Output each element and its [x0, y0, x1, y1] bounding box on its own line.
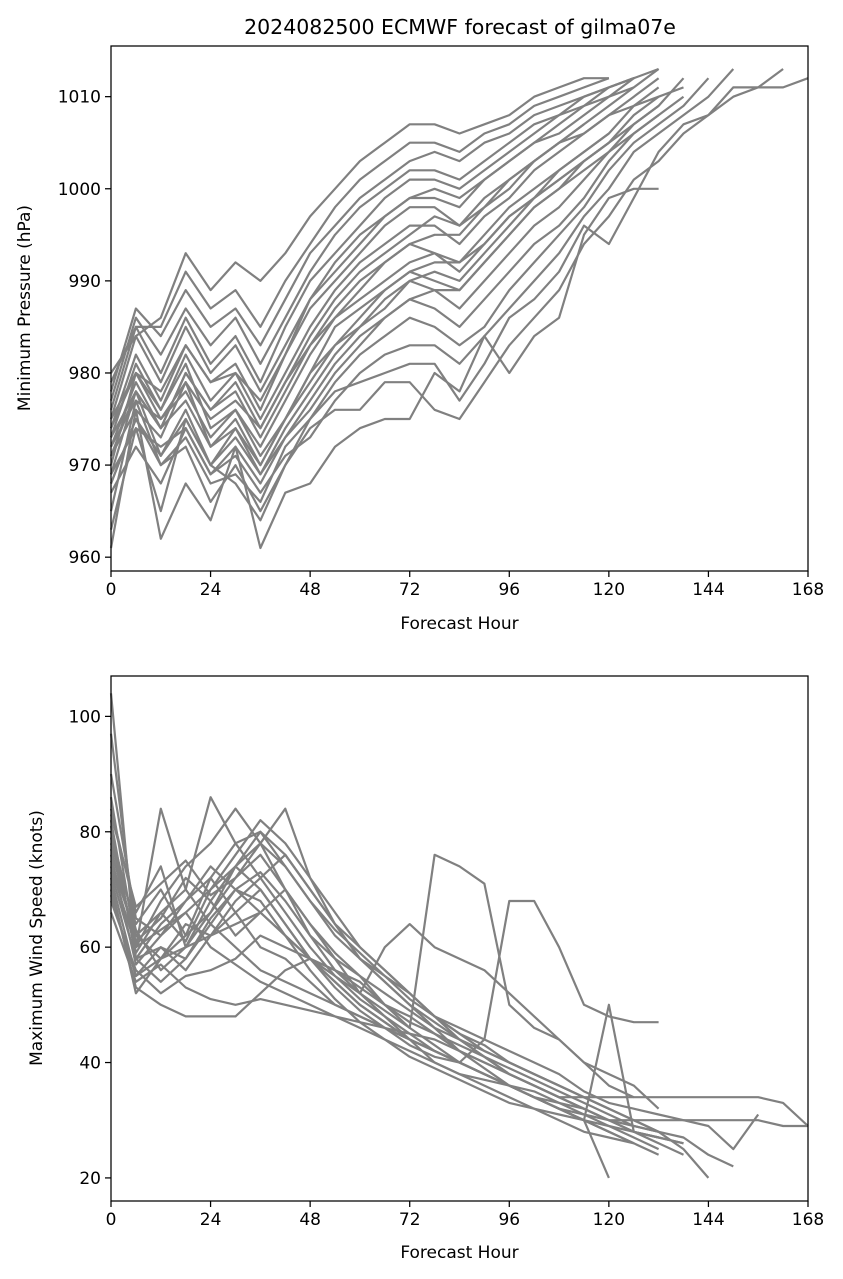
- pressure-ticks: 0 24 48 72 96 120 144 168 960 970 980 990 1000 1010: [58, 88, 824, 600]
- wind-ticks: 0 24 48 72 96 120 144 168 20 40 60 80 100: [69, 707, 825, 1230]
- pressure-series-line-17: [109, 123, 585, 448]
- pressure-x-tick-label: 144: [692, 580, 724, 600]
- pressure-y-tick-label: 990: [69, 272, 101, 292]
- wind-x-tick-label: 168: [792, 1210, 824, 1230]
- pressure-series-line-10: [109, 68, 660, 429]
- wind-series-line-10: [109, 820, 659, 1139]
- pressure-x-tick-label: 48: [299, 580, 321, 600]
- wind-x-axis-label: Forecast Hour: [400, 1243, 518, 1263]
- pressure-x-tick-label: 24: [200, 580, 222, 600]
- wind-x-tick-label: 144: [692, 1210, 724, 1230]
- pressure-y-tick-label: 980: [69, 364, 101, 384]
- pressure-x-tick-label: 120: [593, 580, 625, 600]
- pressure-series-line-5: [109, 95, 685, 476]
- pressure-y-tick-label: 960: [69, 548, 101, 568]
- wind-x-tick-label: 0: [106, 1210, 117, 1230]
- pressure-series-line-20: [110, 86, 684, 448]
- pressure-series-line-12: [109, 77, 635, 411]
- wind-x-tick-label: 96: [498, 1210, 520, 1230]
- wind-series-line-20: [109, 912, 659, 1133]
- wind-x-tick-label: 48: [299, 1210, 321, 1230]
- wind-series-line-9: [109, 842, 659, 1064]
- wind-series-line-16: [109, 894, 660, 1156]
- pressure-series-line-18: [109, 132, 610, 467]
- wind-plot-frame: [110, 675, 809, 1202]
- pressure-y-axis-label: Minimum Pressure (hPa): [15, 205, 35, 411]
- pressure-series-line-21: [110, 86, 635, 420]
- wind-series-line-2: [109, 773, 760, 1151]
- wind-series-line-19: [109, 819, 684, 1145]
- pressure-y-tick-label: 1000: [58, 180, 101, 200]
- wind-x-tick-label: 120: [593, 1210, 625, 1230]
- wind-y-tick-label: 60: [79, 938, 101, 958]
- wind-series-line-11: [109, 808, 635, 1145]
- pressure-series-line-14: [109, 77, 635, 392]
- wind-x-tick-label: 72: [399, 1210, 421, 1230]
- pressure-chart: 2024082500 ECMWF forecast of gilma07e 0 2…: [15, 15, 824, 634]
- wind-y-tick-label: 80: [79, 823, 101, 843]
- wind-chart: 0 24 48 72 96 120 144 168 20 40 60 80 100 Forecast H…: [27, 675, 825, 1263]
- pressure-series-line-23: [110, 105, 660, 438]
- pressure-series-line-2: [109, 68, 784, 512]
- wind-series-line-6: [109, 796, 684, 1145]
- pressure-y-tick-label: 1010: [58, 88, 101, 108]
- pressure-x-tick-label: 0: [106, 580, 117, 600]
- pressure-x-axis-label: Forecast Hour: [400, 614, 518, 634]
- pressure-y-tick-label: 970: [69, 456, 101, 476]
- pressure-x-tick-label: 96: [498, 580, 520, 600]
- pressure-series-line-9: [109, 77, 660, 438]
- wind-y-tick-label: 40: [79, 1054, 101, 1074]
- pressure-series-line-6: [109, 77, 685, 466]
- wind-series-line-21: [109, 814, 610, 1110]
- chart-title: 2024082500 ECMWF forecast of gilma07e: [244, 15, 676, 39]
- wind-y-tick-label: 20: [79, 1169, 101, 1189]
- pressure-series-line-22: [109, 141, 610, 484]
- pressure-series-line-13: [109, 77, 635, 401]
- pressure-plot-frame: [110, 45, 809, 572]
- wind-x-tick-label: 24: [200, 1210, 222, 1230]
- wind-series-line-18: [109, 837, 660, 1151]
- pressure-series-line-0: [109, 187, 659, 550]
- pressure-series-line-15: [109, 77, 610, 383]
- wind-y-axis-label: Maximum Wind Speed (knots): [27, 810, 47, 1066]
- pressure-series-line-16: [110, 77, 609, 374]
- pressure-x-tick-label: 72: [399, 580, 421, 600]
- pressure-series-line-19: [110, 114, 660, 485]
- pressure-series-line-4: [109, 77, 710, 513]
- wind-y-tick-label: 100: [69, 707, 101, 727]
- pressure-x-tick-label: 168: [792, 580, 824, 600]
- pressure-series-group: [109, 67, 809, 550]
- wind-series-group: [109, 693, 809, 1179]
- wind-series-line-12: [109, 900, 635, 1099]
